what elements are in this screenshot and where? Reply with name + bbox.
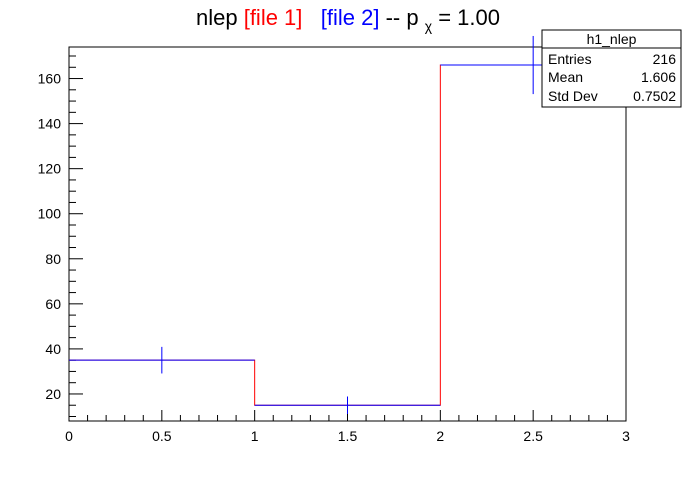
file1-step-line — [69, 64, 626, 406]
chart-title: nlep [file 1] [file 2] -- p χ = 1.00 — [196, 5, 500, 36]
title-equals: = 1.00 — [438, 5, 500, 30]
title-chi: χ — [425, 18, 433, 34]
y-tick-label: 160 — [38, 71, 62, 87]
stats-box: h1_nlep Entries 216 Mean 1.606 Std Dev 0… — [541, 29, 682, 108]
y-axis: 20 40 60 80 100 120 140 160 — [38, 55, 83, 417]
y-tick-label: 120 — [38, 161, 62, 177]
x-axis: 0 0.5 1 1.5 2 2.5 3 — [65, 410, 630, 444]
title-prefix: nlep — [196, 5, 244, 30]
stats-box-title: h1_nlep — [587, 31, 637, 47]
y-tick-label: 40 — [45, 341, 61, 357]
y-tick-label: 60 — [45, 296, 61, 312]
stats-box-frame — [541, 29, 682, 108]
stats-entries-label: Entries — [548, 51, 592, 67]
series-file1 — [69, 64, 626, 406]
stats-stddev-value: 0.7502 — [633, 88, 676, 104]
y-tick-label: 80 — [45, 251, 61, 267]
x-tick-label: 2 — [436, 428, 444, 444]
stats-stddev-label: Std Dev — [548, 88, 598, 104]
stats-mean-label: Mean — [548, 69, 583, 85]
title-file2: [file 2] — [321, 5, 380, 30]
x-tick-label: 0.5 — [152, 428, 172, 444]
x-tick-label: 1.5 — [338, 428, 358, 444]
x-tick-label: 0 — [65, 428, 73, 444]
x-tick-label: 3 — [622, 428, 630, 444]
x-tick-label: 1 — [251, 428, 259, 444]
y-tick-label: 140 — [38, 116, 62, 132]
y-tick-label: 20 — [45, 386, 61, 402]
title-p: -- p — [386, 5, 419, 30]
stats-entries-value: 216 — [653, 51, 677, 67]
y-tick-label: 100 — [38, 206, 62, 222]
title-file1: [file 1] — [244, 5, 303, 30]
stats-mean-value: 1.606 — [641, 69, 676, 85]
x-tick-label: 2.5 — [523, 428, 543, 444]
